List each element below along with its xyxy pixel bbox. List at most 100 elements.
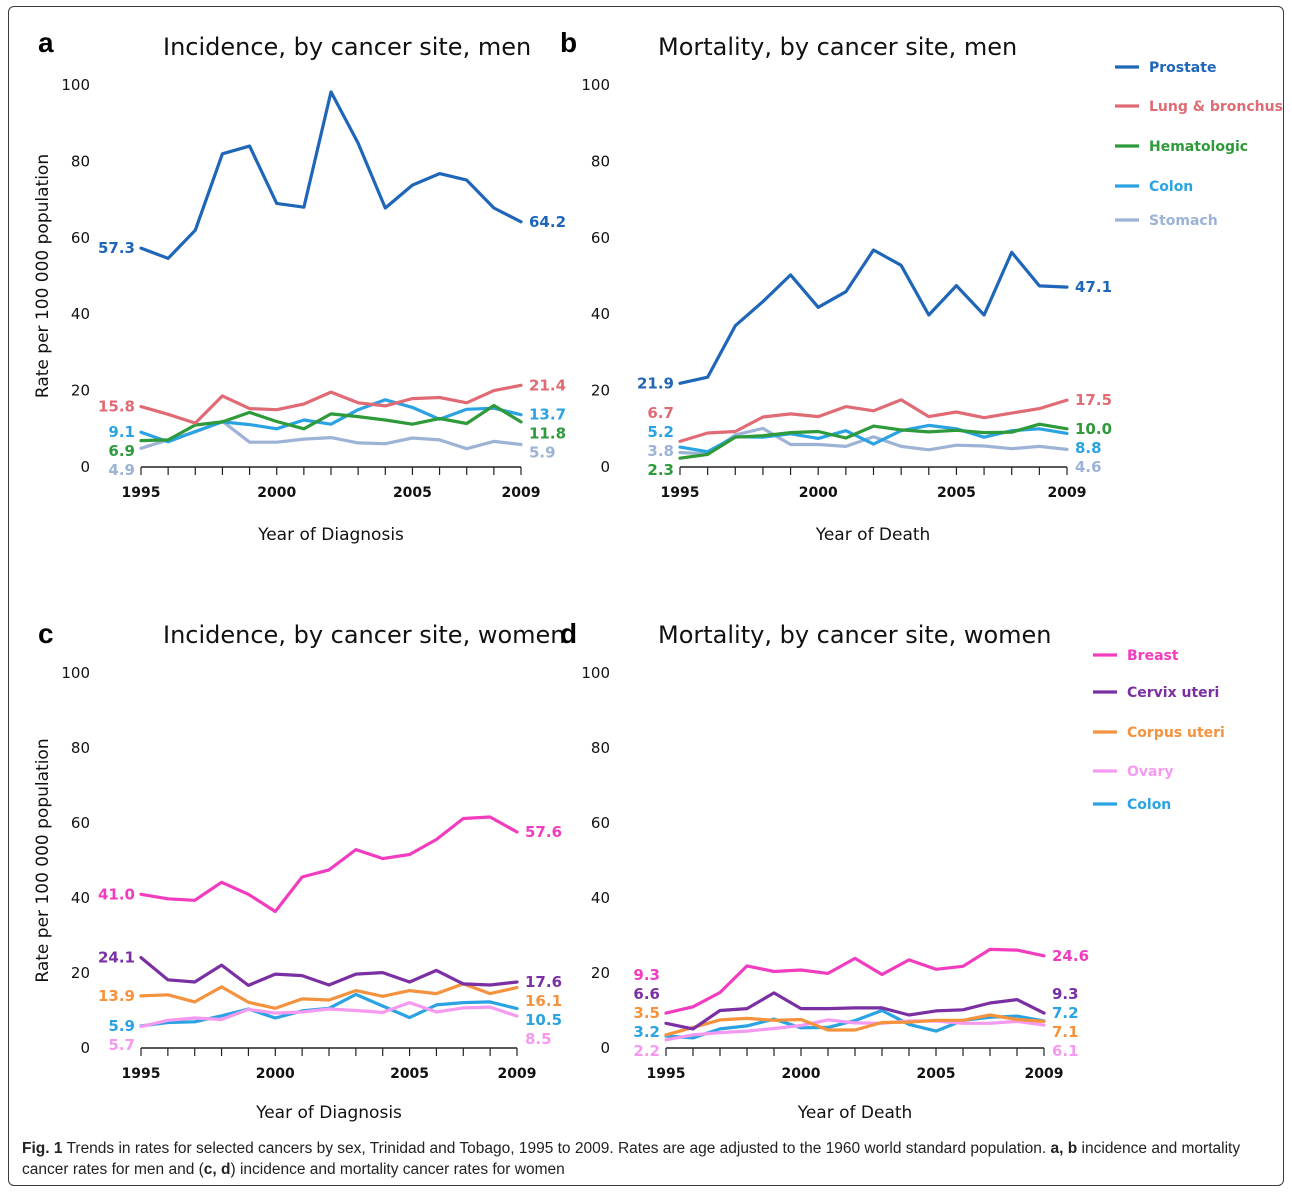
y-tick-label: 100 — [61, 76, 90, 94]
panel-d: d Mortality, by cancer site, women 0 20 40 60… — [560, 618, 1225, 1123]
series-line-colon — [139, 398, 523, 444]
panel-b: b Mortality, by cancer site, men 0 20 40 60 80… — [560, 27, 1283, 545]
y-tick-label: 100 — [581, 76, 610, 94]
panel-letter: a — [38, 27, 54, 58]
start-value-label: 3.2 — [633, 1023, 660, 1041]
y-tick-label: 40 — [591, 889, 610, 907]
series-line-breast — [664, 947, 1046, 1015]
start-value-label: 57.3 — [98, 239, 135, 257]
caption-cd: c, d — [203, 1161, 231, 1178]
series-line-hematologic — [139, 403, 523, 443]
x-tick-label: 2000 — [256, 1066, 295, 1082]
caption-ab: a, b — [1050, 1140, 1078, 1157]
end-value-label: 10.5 — [525, 1011, 562, 1029]
series-line-lung-bronchus — [139, 383, 523, 425]
caption-fig-label: Fig. 1 — [22, 1140, 63, 1157]
x-axis-label: Year of Diagnosis — [255, 1103, 402, 1123]
series-line-hematologic — [678, 422, 1069, 460]
y-tick-label: 20 — [591, 964, 610, 982]
panel-a: a Incidence, by cancer site, men 0 20 40 60 80… — [33, 27, 566, 545]
x-tick-label: 2005 — [390, 1066, 429, 1082]
x-axis-label: Year of Death — [815, 525, 931, 545]
series-line-corpus-uteri — [139, 982, 519, 1010]
series-line-breast — [139, 815, 519, 914]
y-tick-label: 60 — [591, 814, 610, 832]
x-tick-label: 1995 — [647, 1066, 686, 1082]
end-value-label: 21.4 — [529, 376, 566, 394]
caption-text2: incidence and mortality cancer rates for… — [22, 1140, 1241, 1178]
start-value-label: 41.0 — [98, 885, 135, 903]
series-line-cervix-uteri — [139, 955, 519, 988]
end-value-label: 13.7 — [529, 406, 566, 424]
panel-title: Mortality, by cancer site, men — [658, 33, 1017, 61]
y-tick-label: 80 — [71, 152, 90, 170]
panel-title: Mortality, by cancer site, women — [658, 621, 1052, 649]
panel-letter: b — [560, 27, 577, 58]
series-line-stomach — [678, 426, 1069, 456]
y-tick-label: 40 — [71, 305, 90, 323]
y-tick-label: 40 — [71, 889, 90, 907]
panel-title: Incidence, by cancer site, men — [163, 33, 531, 61]
start-value-label: 9.1 — [108, 423, 135, 441]
end-value-label: 17.6 — [525, 973, 562, 991]
series-line-ovary — [664, 1018, 1046, 1042]
end-value-label: 4.6 — [1075, 458, 1102, 476]
legend-label: Breast — [1127, 648, 1179, 664]
end-value-label: 6.1 — [1052, 1042, 1079, 1060]
start-value-label: 21.9 — [637, 374, 674, 392]
end-value-label: 7.1 — [1052, 1023, 1079, 1041]
y-axis-label: Rate per 100 000 population — [33, 738, 53, 982]
y-tick-label: 40 — [591, 305, 610, 323]
y-tick-label: 20 — [71, 382, 90, 400]
x-tick-label: 2009 — [502, 485, 541, 501]
start-value-label: 4.9 — [108, 461, 135, 479]
start-value-label: 5.9 — [108, 1017, 135, 1035]
start-value-label: 3.5 — [633, 1004, 660, 1022]
end-value-label: 16.1 — [525, 992, 562, 1010]
x-axis-label: Year of Diagnosis — [257, 525, 404, 545]
start-value-label: 5.7 — [108, 1036, 135, 1054]
x-tick-label: 2005 — [937, 485, 976, 501]
x-tick-label: 2009 — [498, 1066, 537, 1082]
y-tick-label: 20 — [591, 382, 610, 400]
y-tick-label: 60 — [71, 229, 90, 247]
start-value-label: 9.3 — [633, 966, 660, 984]
figure-caption: Fig. 1 Trends in rates for selected canc… — [22, 1138, 1272, 1180]
y-tick-label: 80 — [71, 739, 90, 757]
start-value-label: 6.6 — [633, 985, 660, 1003]
start-value-label: 13.9 — [98, 987, 135, 1005]
x-tick-label: 1995 — [661, 485, 700, 501]
y-axis-label: Rate per 100 000 population — [33, 154, 53, 398]
legend-men: Prostate Lung & bronchus Hematologic Colon S… — [1115, 60, 1283, 229]
y-tick-label: 100 — [61, 664, 90, 682]
series-line-cervix-uteri — [664, 991, 1046, 1031]
end-value-label: 10.0 — [1075, 420, 1112, 438]
legend-label: Cervix uteri — [1127, 685, 1219, 701]
start-value-label: 3.8 — [647, 442, 674, 460]
start-value-label: 5.2 — [647, 423, 674, 441]
x-tick-label: 1995 — [122, 485, 161, 501]
end-value-label: 11.8 — [529, 425, 566, 443]
end-value-label: 9.3 — [1052, 985, 1079, 1003]
x-tick-label: 2009 — [1025, 1066, 1064, 1082]
legend-label: Colon — [1149, 179, 1193, 195]
end-value-label: 24.6 — [1052, 947, 1089, 965]
y-tick-label: 60 — [71, 814, 90, 832]
x-tick-label: 2009 — [1048, 485, 1087, 501]
figure-frame — [8, 6, 1284, 1186]
start-value-label: 24.1 — [98, 949, 135, 967]
series-line-lung-bronchus — [678, 398, 1069, 443]
caption-text: Trends in rates for selected cancers by … — [62, 1140, 1051, 1157]
start-value-label: 6.7 — [647, 404, 674, 422]
y-tick-label: 0 — [600, 458, 610, 476]
y-tick-label: 60 — [591, 229, 610, 247]
start-value-label: 2.2 — [633, 1042, 660, 1060]
y-tick-label: 0 — [80, 458, 90, 476]
x-tick-label: 1995 — [122, 1066, 161, 1082]
x-tick-label: 2000 — [782, 1066, 821, 1082]
y-tick-label: 80 — [591, 152, 610, 170]
x-tick-label: 2000 — [799, 485, 838, 501]
panel-letter: d — [560, 618, 577, 649]
end-value-label: 5.9 — [529, 444, 556, 462]
